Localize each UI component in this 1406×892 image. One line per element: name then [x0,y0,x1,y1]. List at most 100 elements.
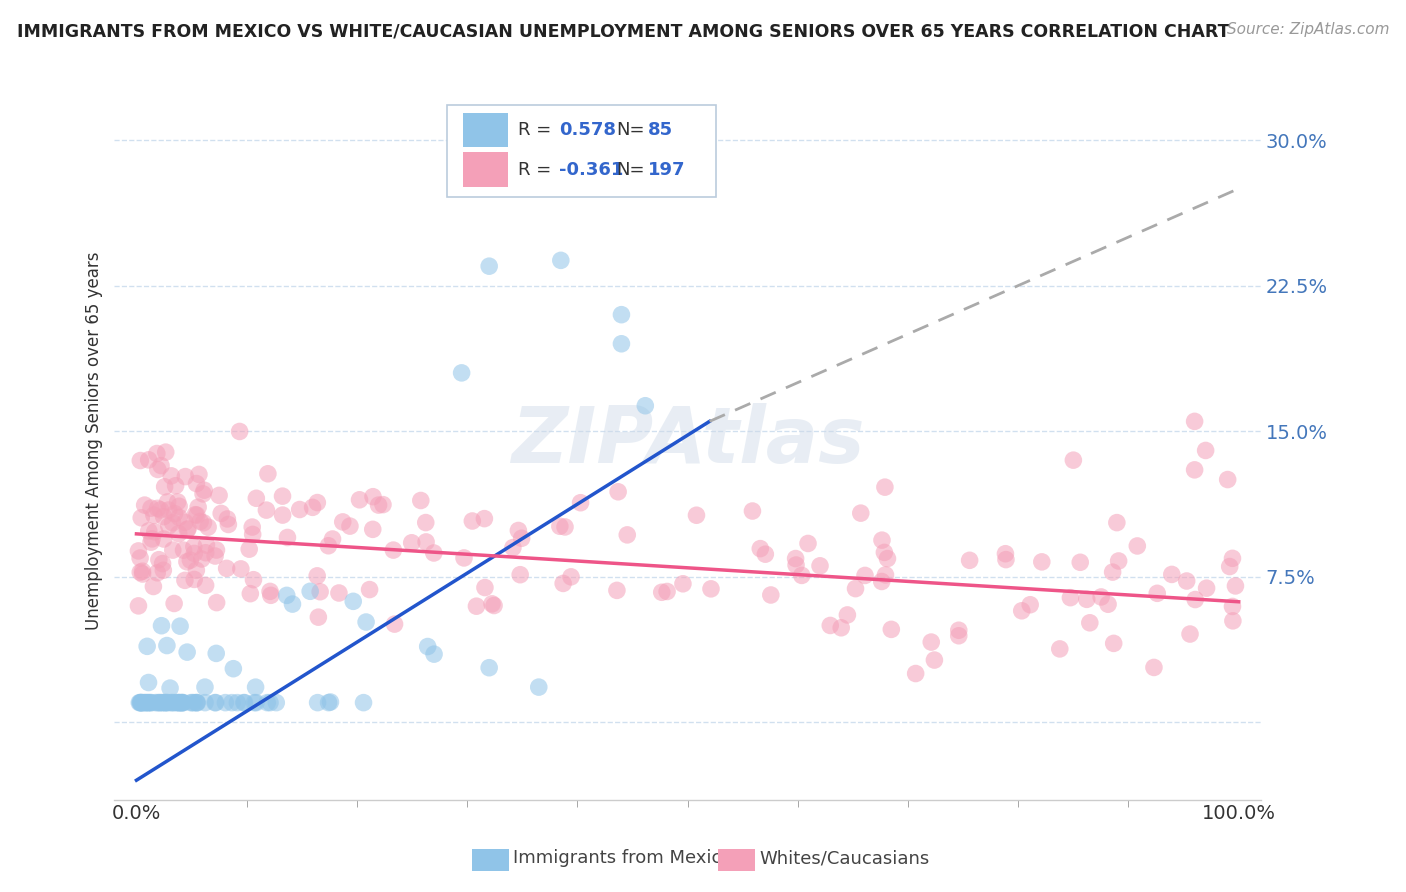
Point [159,681,181,695]
Point [187,467,209,482]
Point [1105,516,1128,530]
Point [367,498,389,512]
Point [152,696,174,710]
Point [149,696,172,710]
Point [183,696,205,710]
Point [145,696,167,710]
Point [156,639,179,653]
Point [173,543,195,558]
Point [174,516,197,530]
Point [844,582,866,596]
Point [1195,581,1218,595]
Point [226,696,249,710]
Point [163,696,186,710]
Point [191,487,214,501]
Point [165,696,187,710]
Point [1049,641,1071,656]
Point [160,696,183,710]
Point [238,542,260,557]
Point [214,696,236,710]
Point [1011,604,1033,618]
Point [260,588,283,602]
Point [1216,473,1239,487]
Point [1069,555,1091,569]
Point [1194,443,1216,458]
Point [233,696,256,710]
Point [204,696,226,710]
Point [170,696,193,710]
Point [245,696,267,710]
Point [307,495,329,509]
Point [359,582,381,597]
Point [349,492,371,507]
Point [138,696,160,710]
Point [610,336,633,351]
FancyBboxPatch shape [463,112,508,147]
Point [167,510,190,524]
Point [332,515,354,529]
Point [172,696,194,710]
Point [415,535,437,549]
Point [136,696,159,710]
Point [254,503,277,517]
Point [169,619,191,633]
Point [1078,615,1101,630]
Point [1184,592,1206,607]
Point [924,653,946,667]
Point [259,584,281,599]
Point [228,425,250,439]
Point [232,696,254,710]
Point [150,696,173,710]
Point [318,696,340,710]
Point [309,584,332,599]
Point [271,489,294,503]
Point [361,522,384,536]
Point [142,508,165,522]
Point [143,524,166,539]
Point [152,509,174,524]
Point [1143,660,1166,674]
Point [474,581,496,595]
Point [163,597,186,611]
Point [217,512,239,526]
Point [607,484,630,499]
Point [474,511,496,525]
Point [181,696,204,710]
Point [384,617,406,632]
Text: N=: N= [616,120,645,139]
Point [994,547,1017,561]
Point [361,490,384,504]
Text: Immigrants from Mexico: Immigrants from Mexico [513,849,733,867]
Point [141,696,163,710]
FancyBboxPatch shape [447,105,716,197]
Point [371,498,394,512]
Point [342,594,364,608]
Point [785,558,807,572]
Point [409,493,432,508]
Point [382,543,405,558]
Point [160,696,183,710]
Text: -0.361: -0.361 [560,161,624,178]
Point [672,576,695,591]
Point [1090,590,1112,604]
Point [853,568,876,582]
Point [1101,565,1123,579]
Point [1178,627,1201,641]
Point [170,696,193,710]
Point [610,308,633,322]
Text: IMMIGRANTS FROM MEXICO VS WHITE/CAUCASIAN UNEMPLOYMENT AMONG SENIORS OVER 65 YEA: IMMIGRANTS FROM MEXICO VS WHITE/CAUCASIA… [17,22,1229,40]
Point [135,696,157,710]
Point [1222,551,1244,566]
Point [129,696,152,710]
Point [482,599,505,613]
Point [759,588,782,602]
Point [190,552,212,566]
Point [174,469,197,483]
Point [139,501,162,516]
Point [271,508,294,522]
Text: N=: N= [616,161,645,178]
Point [465,599,488,614]
Point [318,539,340,553]
Point [245,680,267,694]
Point [1222,614,1244,628]
